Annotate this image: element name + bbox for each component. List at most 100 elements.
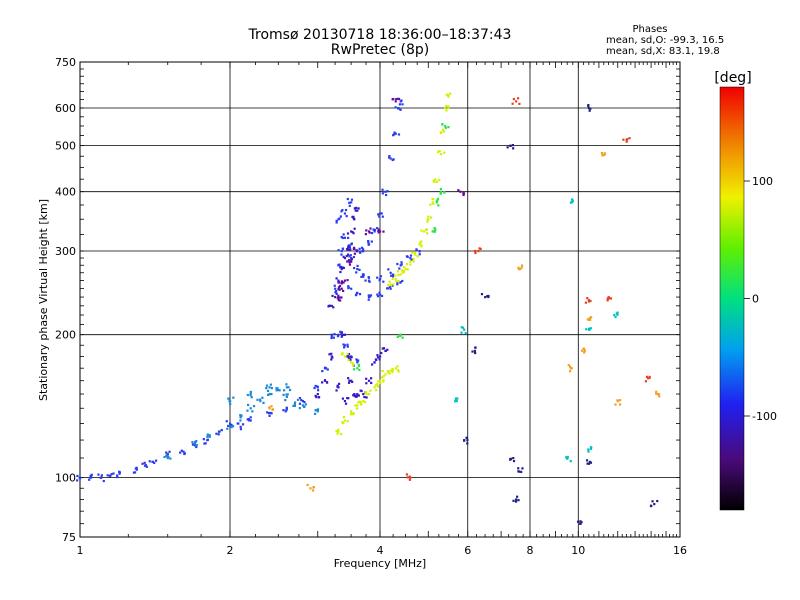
- data-point: [459, 190, 462, 193]
- y-tick-label: 750: [55, 56, 76, 69]
- data-point: [509, 144, 512, 147]
- data-point: [356, 267, 359, 271]
- data-point: [352, 255, 356, 259]
- data-point: [293, 401, 297, 404]
- data-point: [569, 365, 572, 368]
- data-point: [347, 377, 350, 380]
- data-point: [376, 295, 380, 298]
- data-point: [352, 412, 355, 415]
- data-point: [346, 420, 349, 423]
- data-point: [400, 99, 403, 102]
- data-point: [456, 397, 459, 400]
- data-point: [416, 254, 419, 258]
- data-point: [457, 189, 460, 192]
- data-point: [354, 209, 357, 212]
- data-point: [132, 471, 136, 474]
- data-point: [409, 260, 412, 263]
- data-point: [89, 474, 92, 477]
- data-point: [655, 392, 658, 395]
- data-point: [587, 107, 591, 110]
- y-tick-label: 200: [55, 329, 76, 342]
- data-point: [346, 260, 349, 263]
- data-point: [600, 151, 604, 155]
- data-point: [463, 328, 466, 331]
- data-point: [300, 399, 303, 402]
- x-tick-label: 6: [464, 544, 471, 557]
- data-point: [100, 476, 103, 479]
- data-point: [420, 229, 423, 232]
- data-point: [317, 389, 320, 392]
- data-point: [387, 156, 391, 159]
- data-point: [460, 326, 463, 329]
- data-point: [337, 249, 340, 252]
- data-point: [367, 243, 370, 246]
- data-point: [343, 344, 347, 347]
- data-point: [587, 450, 590, 453]
- data-point: [438, 149, 441, 153]
- data-point: [397, 97, 401, 101]
- data-point: [346, 343, 349, 346]
- data-point: [420, 240, 423, 243]
- data-point: [135, 466, 138, 469]
- data-point: [246, 409, 249, 412]
- data-point: [347, 285, 350, 288]
- data-point: [229, 425, 232, 428]
- data-point: [401, 269, 404, 272]
- data-point: [285, 383, 288, 386]
- data-point: [396, 97, 399, 100]
- data-point: [353, 252, 356, 255]
- data-point: [335, 221, 338, 224]
- data-point: [112, 472, 115, 475]
- data-point: [395, 98, 398, 101]
- data-point: [102, 479, 105, 483]
- data-point: [268, 386, 271, 389]
- data-point: [342, 233, 345, 236]
- data-point: [348, 379, 351, 382]
- data-point: [144, 463, 147, 467]
- data-point: [391, 275, 395, 278]
- data-point: [369, 227, 372, 230]
- data-point: [312, 486, 315, 489]
- data-point: [576, 520, 580, 523]
- data-point: [426, 218, 429, 221]
- data-point: [360, 389, 363, 393]
- data-point: [389, 369, 392, 372]
- data-point: [391, 273, 395, 276]
- data-point: [241, 423, 245, 426]
- data-point: [358, 368, 361, 372]
- data-point: [358, 250, 362, 253]
- data-point: [293, 404, 296, 407]
- data-point: [358, 400, 361, 403]
- data-point: [462, 193, 465, 197]
- data-point: [474, 351, 477, 355]
- data-point: [445, 109, 448, 112]
- data-point: [284, 410, 287, 413]
- data-point: [376, 383, 379, 386]
- data-point: [251, 410, 254, 413]
- data-point: [265, 387, 268, 390]
- data-point: [249, 394, 252, 397]
- data-point: [369, 389, 372, 392]
- data-point: [415, 248, 418, 252]
- data-point: [430, 216, 433, 219]
- data-point: [259, 400, 262, 403]
- data-point: [405, 473, 409, 476]
- data-point: [353, 227, 356, 230]
- data-point: [388, 280, 391, 283]
- data-point: [335, 430, 338, 433]
- data-point: [342, 281, 345, 284]
- data-point: [367, 239, 370, 243]
- data-point: [339, 270, 342, 274]
- data-point: [447, 95, 450, 98]
- data-point: [408, 475, 411, 478]
- data-point: [384, 193, 388, 197]
- data-point: [646, 377, 650, 380]
- data-point: [439, 187, 442, 191]
- data-point: [337, 333, 340, 336]
- data-point: [301, 400, 305, 403]
- data-point: [367, 294, 370, 297]
- data-point: [365, 393, 368, 396]
- data-point: [347, 287, 350, 290]
- data-point: [379, 379, 382, 382]
- data-point: [347, 358, 350, 362]
